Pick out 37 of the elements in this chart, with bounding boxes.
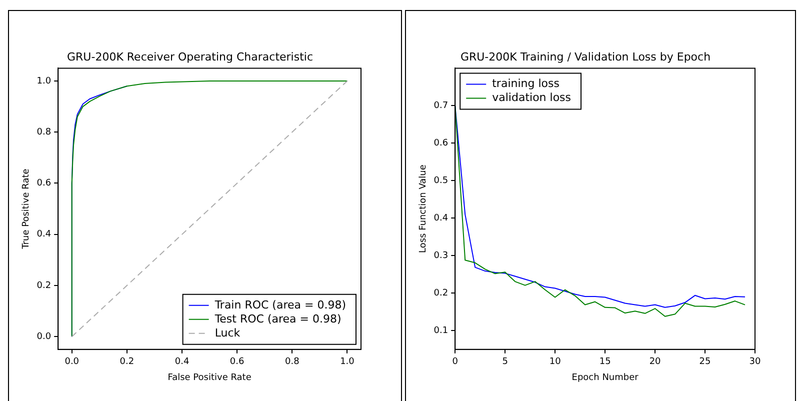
x-tick-label: 0.0	[64, 357, 80, 368]
x-tick-label: 30	[749, 357, 761, 368]
y-axis-title: Loss Function Value	[418, 164, 429, 254]
y-tick-label: 0.7	[434, 101, 448, 112]
y-axis-title: True Positive Rate	[22, 168, 32, 250]
x-tick-label: 1.0	[340, 357, 355, 368]
y-tick-label: 0.2	[434, 288, 448, 299]
y-tick-label: 0.6	[36, 178, 52, 189]
y-tick-label: 1.0	[36, 76, 52, 86]
y-tick-label: 0.6	[434, 138, 448, 149]
y-tick-label: 0.0	[36, 332, 52, 342]
x-axis-title: False Positive Rate	[168, 372, 252, 383]
x-tick-label: 15	[599, 357, 611, 368]
x-tick-label: 0.6	[230, 357, 245, 368]
x-tick-label: 0.8	[285, 357, 300, 368]
chart-title: GRU-200K Receiver Operating Characteristic	[67, 50, 313, 64]
x-tick-label: 20	[649, 357, 662, 368]
x-tick-label: 0.2	[120, 357, 134, 368]
y-tick-label: 0.8	[36, 127, 52, 138]
x-tick-label: 0	[452, 357, 458, 368]
y-tick-label: 0.4	[36, 230, 52, 240]
legend-label: Test ROC (area = 0.98)	[214, 312, 342, 326]
y-tick-label: 0.3	[434, 251, 448, 262]
y-tick-label: 0.4	[434, 214, 448, 224]
legend-label: validation loss	[492, 91, 572, 104]
y-tick-label: 0.2	[36, 280, 52, 291]
x-axis-title: Epoch Number	[572, 372, 639, 383]
legend-label: Train ROC (area = 0.98)	[214, 298, 346, 312]
y-tick-label: 0.5	[434, 176, 448, 186]
x-tick-label: 0.4	[174, 357, 190, 368]
y-tick-label: 0.1	[434, 326, 448, 336]
chart-title: GRU-200K Training / Validation Loss by Epoch	[460, 50, 711, 64]
x-tick-label: 10	[549, 357, 562, 368]
x-tick-label: 25	[699, 357, 711, 368]
legend-label: Luck	[214, 326, 241, 340]
legend-label: training loss	[492, 77, 560, 90]
x-tick-label: 5	[502, 357, 508, 368]
